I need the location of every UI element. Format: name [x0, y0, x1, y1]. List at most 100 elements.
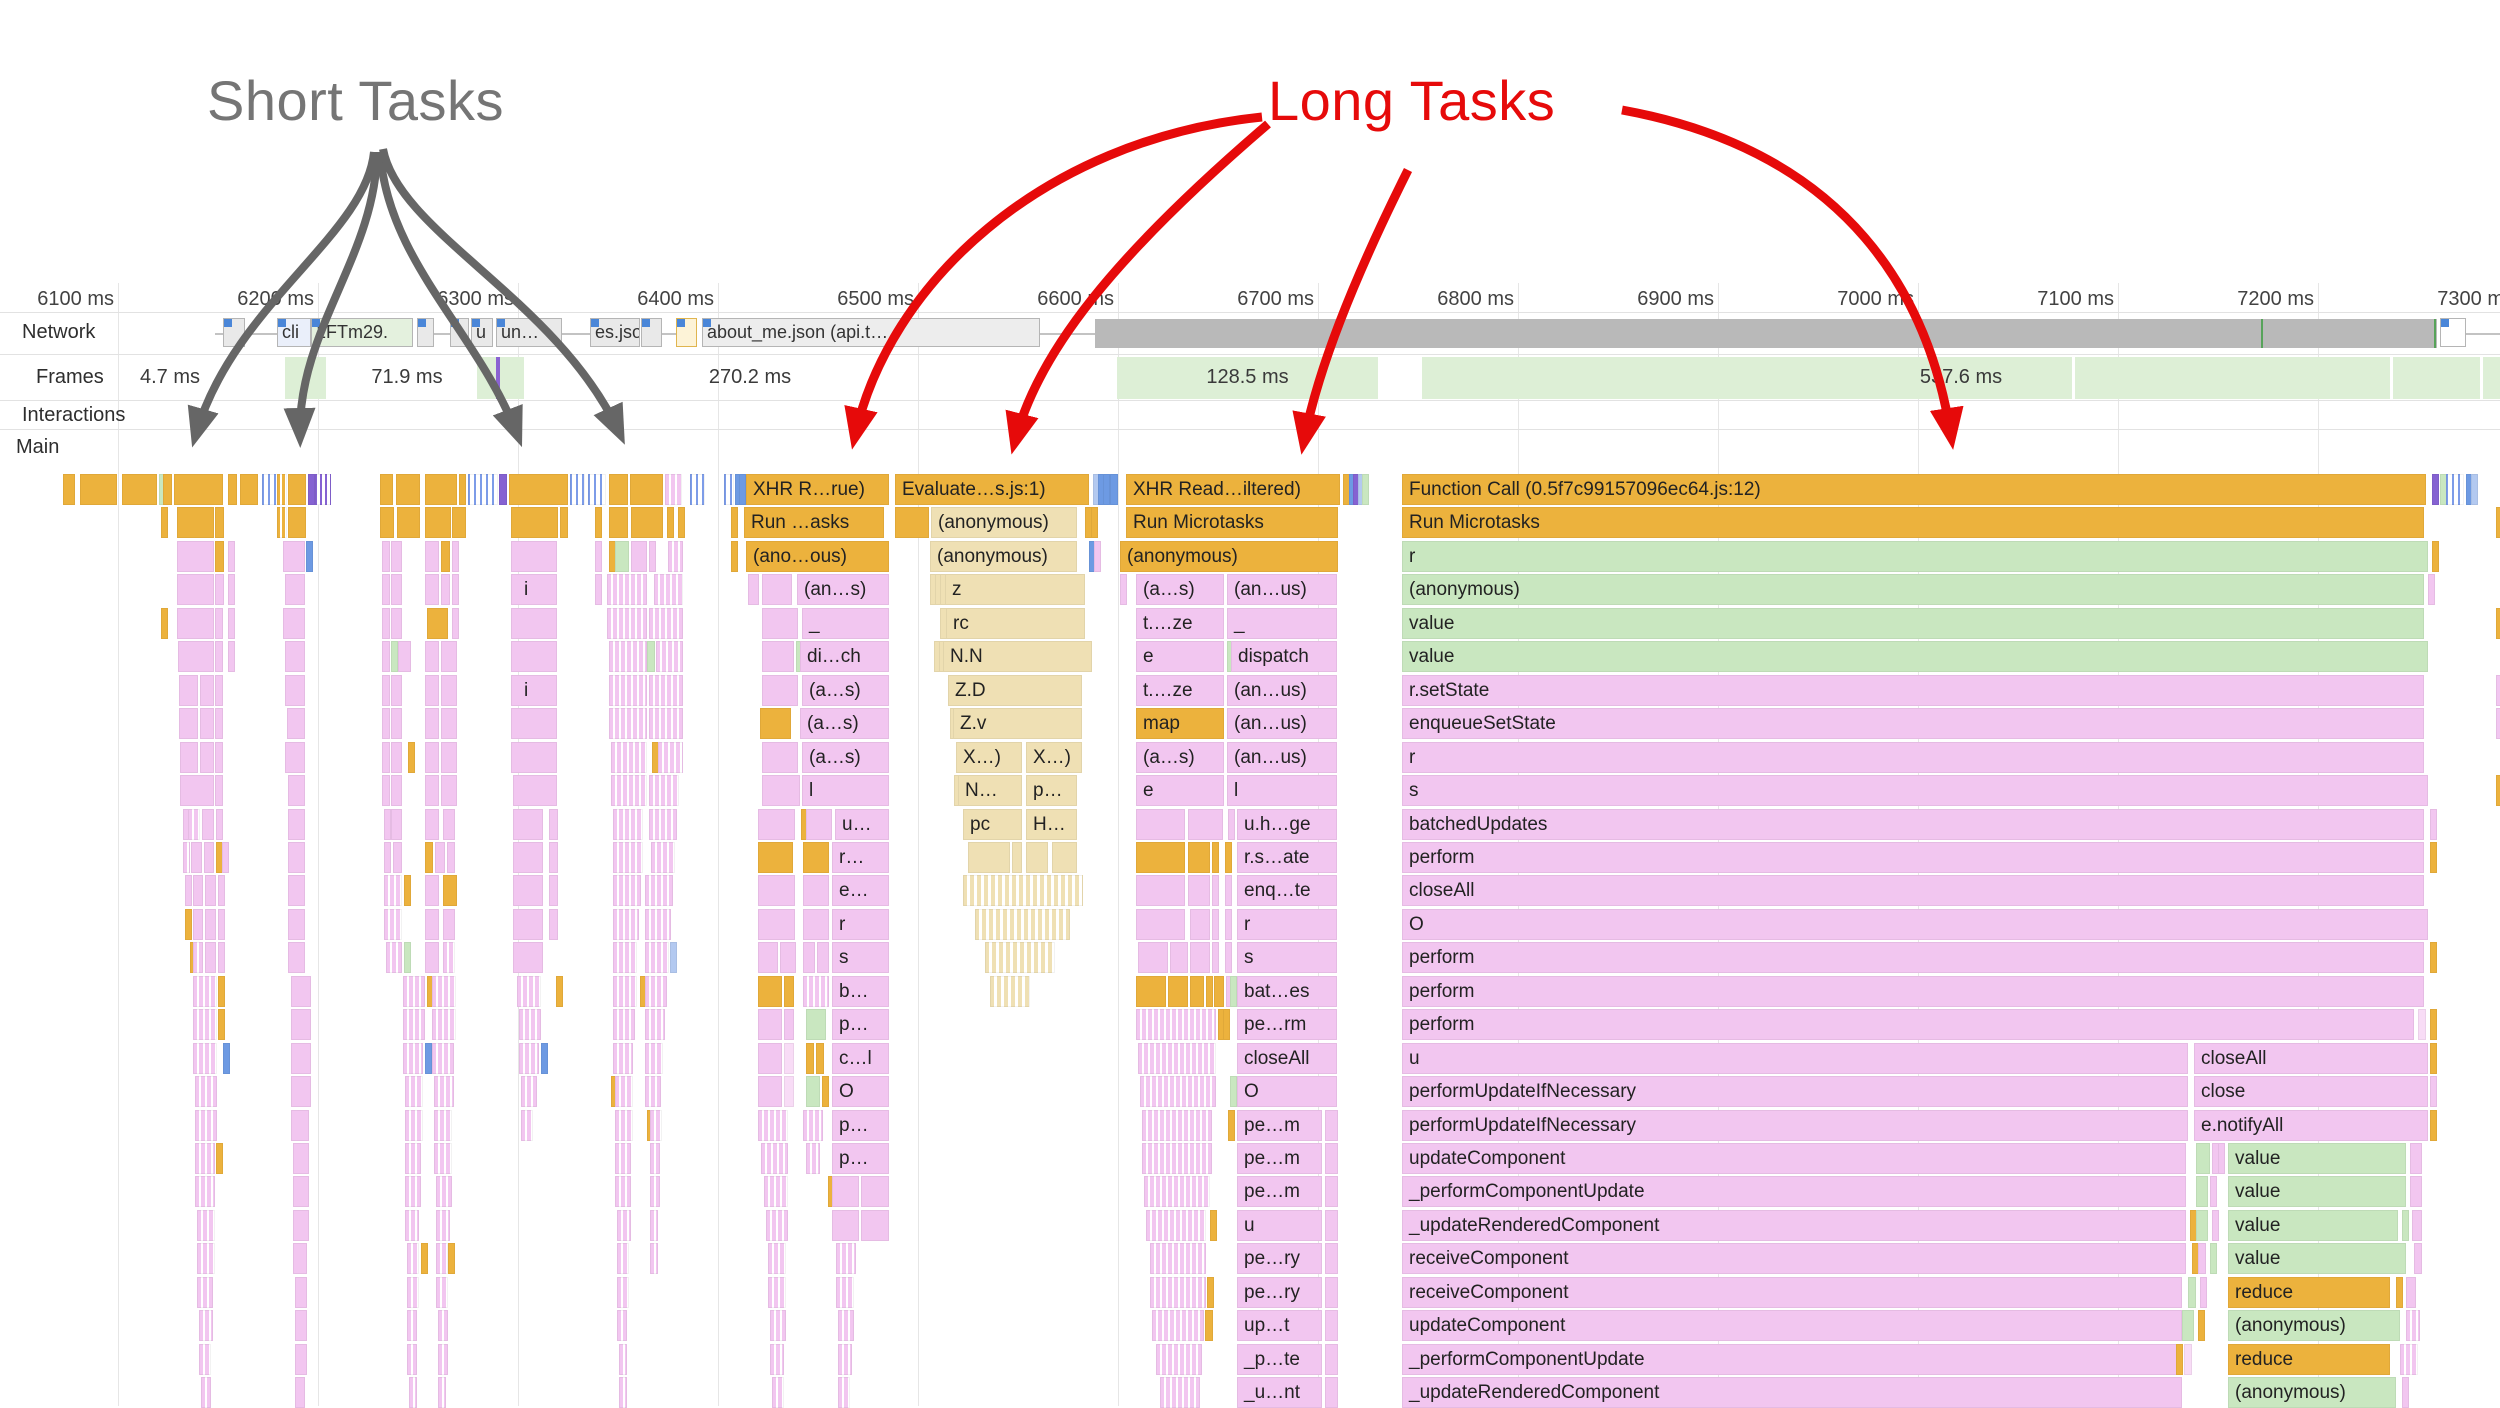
- flame-bar[interactable]: [1138, 1042, 1216, 1074]
- flame-bar[interactable]: [1110, 474, 1118, 505]
- flame-bar[interactable]: [2496, 607, 2500, 639]
- flame-bar-perform[interactable]: perform: [1402, 1009, 2414, 1041]
- flame-bar--anonymous-[interactable]: (anonymous): [1402, 574, 2424, 606]
- flame-bar[interactable]: [1136, 975, 1166, 1007]
- flame-bar[interactable]: [288, 507, 306, 539]
- flame-bar[interactable]: [595, 507, 602, 539]
- flame-bar-pe-ry[interactable]: pe…ry: [1237, 1276, 1322, 1308]
- flame-bar[interactable]: [838, 1310, 854, 1342]
- flame-bar[interactable]: [468, 474, 498, 505]
- flame-bar[interactable]: [861, 1176, 889, 1208]
- flame-bar[interactable]: [183, 841, 190, 873]
- flame-bar[interactable]: [2210, 1176, 2217, 1208]
- flame-bar[interactable]: [425, 674, 439, 706]
- flame-bar--anonymous-[interactable]: (anonymous): [931, 507, 1077, 539]
- flame-bar[interactable]: [615, 540, 629, 572]
- flame-bar[interactable]: [1225, 841, 1232, 873]
- flame-bar[interactable]: [285, 641, 305, 673]
- flame-bar[interactable]: [930, 574, 937, 606]
- flame-bar[interactable]: [1120, 574, 1127, 606]
- flame-bar[interactable]: [1190, 975, 1204, 1007]
- flame-bar[interactable]: [640, 975, 647, 1007]
- network-section-header[interactable]: Network: [14, 321, 95, 344]
- flame-bar-r[interactable]: r: [1237, 908, 1337, 940]
- flame-bar[interactable]: [405, 1176, 421, 1208]
- flame-bar[interactable]: [409, 1377, 417, 1408]
- flame-bar[interactable]: [762, 775, 800, 807]
- flame-bar[interactable]: [1343, 474, 1350, 505]
- flame-bar--performcomponentupdate[interactable]: _performComponentUpdate: [1402, 1176, 2186, 1208]
- flame-bar[interactable]: [2410, 1143, 2422, 1174]
- flame-bar[interactable]: [2446, 474, 2464, 505]
- network-request[interactable]: about_me.json (api.t…: [702, 318, 1040, 347]
- flame-bar[interactable]: [2440, 474, 2447, 505]
- flame-bar[interactable]: [1170, 942, 1188, 974]
- flame-bar[interactable]: [391, 741, 402, 773]
- flame-bar-e[interactable]: e: [1136, 641, 1224, 673]
- flame-bar[interactable]: [645, 942, 669, 974]
- flame-bar[interactable]: [731, 540, 738, 572]
- flame-bar-x-[interactable]: X…): [956, 741, 1022, 773]
- flame-bar[interactable]: [1325, 1310, 1338, 1342]
- flame-bar[interactable]: [2430, 841, 2437, 873]
- flame-bar[interactable]: [650, 1243, 658, 1275]
- flame-bar[interactable]: [1223, 1009, 1230, 1041]
- flame-bar[interactable]: [652, 741, 659, 773]
- flame-bar[interactable]: [1150, 1243, 1206, 1275]
- flame-bar[interactable]: [185, 875, 192, 907]
- flame-bar[interactable]: [1325, 1243, 1338, 1275]
- flame-bar[interactable]: [293, 1176, 309, 1208]
- flame-bar[interactable]: [228, 641, 235, 673]
- flame-bar[interactable]: [199, 1310, 213, 1342]
- flame-bar[interactable]: [425, 641, 439, 673]
- flame-bar[interactable]: [195, 1076, 217, 1108]
- flame-bar[interactable]: [613, 1042, 633, 1074]
- flame-bar[interactable]: [215, 540, 224, 572]
- flame-bar[interactable]: [1226, 975, 1233, 1007]
- flame-bar[interactable]: [1205, 1310, 1213, 1342]
- flame-bar[interactable]: [836, 1243, 856, 1275]
- flame-bar[interactable]: [174, 474, 223, 505]
- flame-bar[interactable]: [434, 1143, 452, 1174]
- flame-bar[interactable]: [391, 775, 402, 807]
- flame-bar[interactable]: [2188, 1276, 2196, 1308]
- flame-bar[interactable]: [513, 775, 557, 807]
- frame-bar[interactable]: [477, 357, 524, 399]
- flame-bar[interactable]: [185, 908, 192, 940]
- flame-bar-b-[interactable]: b…: [832, 975, 889, 1007]
- flame-bar[interactable]: [762, 741, 798, 773]
- flame-bar-closeall[interactable]: closeAll: [1237, 1042, 1337, 1074]
- flame-bar[interactable]: [2406, 1310, 2420, 1342]
- flame-bar[interactable]: [2432, 474, 2439, 505]
- flame-bar[interactable]: [1325, 1377, 1338, 1408]
- flame-bar[interactable]: [2406, 1276, 2416, 1308]
- flame-bar[interactable]: [613, 908, 639, 940]
- flame-bar-receivecomponent[interactable]: receiveComponent: [1402, 1243, 2186, 1275]
- flame-bar[interactable]: [649, 808, 677, 840]
- flame-bar[interactable]: [513, 942, 543, 974]
- flame-bar[interactable]: [448, 1243, 455, 1275]
- flame-bar--an-us-[interactable]: (an…us): [1227, 708, 1337, 740]
- network-request[interactable]: 1FTm29.: [311, 318, 413, 347]
- flame-bar[interactable]: [1026, 841, 1048, 873]
- flame-bar[interactable]: [384, 841, 391, 873]
- flame-bar-pe-m[interactable]: pe…m: [1237, 1143, 1322, 1174]
- flame-bar--anonymous-[interactable]: (anonymous): [930, 540, 1077, 572]
- flame-bar[interactable]: [609, 540, 616, 572]
- network-request[interactable]: [2440, 318, 2466, 347]
- flame-bar[interactable]: [215, 708, 223, 740]
- flame-bar[interactable]: [511, 540, 557, 572]
- flame-bar[interactable]: [2218, 1143, 2225, 1174]
- flame-bar[interactable]: [758, 875, 795, 907]
- flame-bar[interactable]: [1225, 908, 1232, 940]
- flame-bar[interactable]: [382, 674, 390, 706]
- flame-bar[interactable]: [443, 808, 455, 840]
- flame-bar[interactable]: [382, 607, 390, 639]
- flame-bar[interactable]: [215, 775, 223, 807]
- flame-bar[interactable]: [216, 841, 223, 873]
- flame-bar[interactable]: [678, 507, 685, 539]
- flame-bar[interactable]: [193, 1042, 217, 1074]
- flame-bar[interactable]: [517, 975, 541, 1007]
- flame-bar--[interactable]: _: [1227, 607, 1337, 639]
- flame-bar[interactable]: [2496, 507, 2500, 539]
